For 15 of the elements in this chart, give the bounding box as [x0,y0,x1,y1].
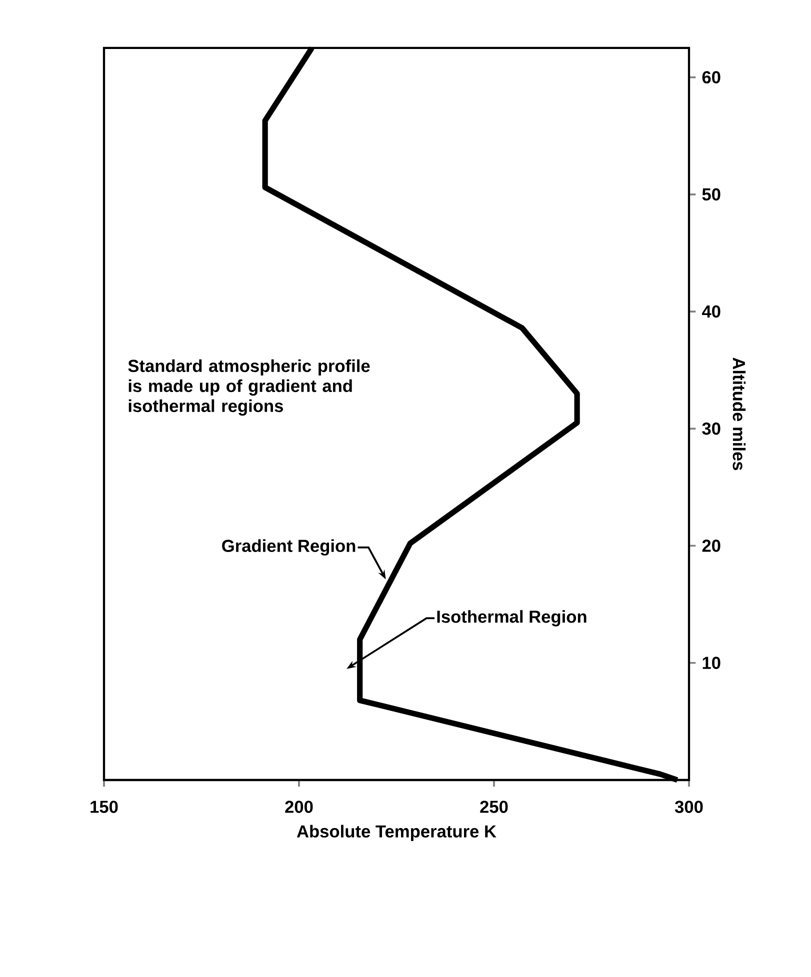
x-tick-label: 300 [674,800,703,813]
y-axis-title: Altitude miles [732,358,746,470]
annotation: Gradient Region [222,539,356,556]
x-tick-label: 200 [285,800,313,813]
y-tick-label: 30 [702,422,720,435]
y-tick-label: 40 [702,305,720,318]
y-tick-label: 60 [702,71,720,84]
x-tick-label: 250 [480,800,508,813]
y-tick-label: 50 [702,188,720,201]
y-tick-label: 20 [702,540,720,552]
annotation: Standard atmospheric profile is made up of gradient and isothermal regions [128,359,370,416]
x-tick-label: 150 [90,800,118,813]
y-tick-label: 10 [702,656,720,670]
x-axis-title: Absolute Temperature K [296,824,496,841]
annotation: Isothermal Region [437,610,586,626]
